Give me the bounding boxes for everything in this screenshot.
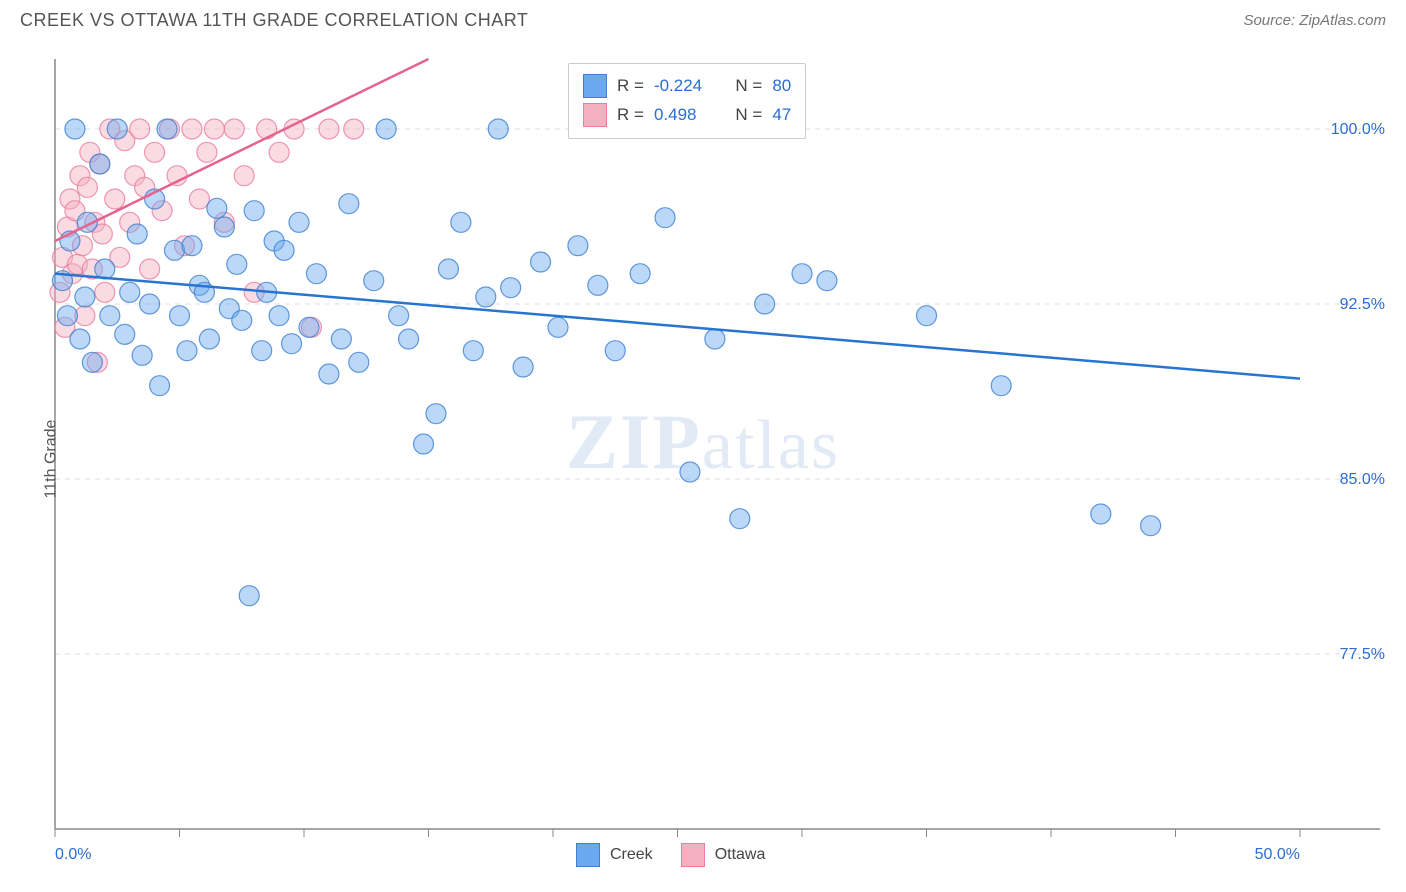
scatter-chart: 77.5% 85.0% 92.5% 100.0% 0.0% 50.0% — [0, 39, 1406, 879]
y-axis-label: 11th Grade — [42, 420, 60, 499]
legend-stats-box: R = -0.224 N = 80 R = 0.498 N = 47 — [568, 63, 806, 139]
legend-swatch — [681, 843, 705, 867]
chart-title: CREEK VS OTTAWA 11TH GRADE CORRELATION C… — [20, 10, 528, 31]
svg-text:0.0%: 0.0% — [55, 846, 91, 863]
legend-series-label: Creek — [610, 846, 653, 864]
chart-header: CREEK VS OTTAWA 11TH GRADE CORRELATION C… — [0, 0, 1406, 39]
legend-r-value: 0.498 — [654, 101, 716, 130]
svg-text:77.5%: 77.5% — [1340, 646, 1385, 663]
chart-container: 11th Grade 77.5% 85.0% 92.5% 100.0% 0.0% 50.0… — [0, 39, 1406, 879]
legend-n-value: 80 — [772, 72, 791, 101]
legend-swatch — [576, 843, 600, 867]
legend-r-value: -0.224 — [654, 72, 716, 101]
legend-stats-row: R = -0.224 N = 80 — [583, 72, 791, 101]
chart-source: Source: ZipAtlas.com — [1243, 12, 1386, 29]
legend-swatch — [583, 103, 607, 127]
svg-text:100.0%: 100.0% — [1331, 121, 1385, 138]
legend-r-label: R = — [617, 101, 644, 130]
legend-n-label: N = — [726, 72, 762, 101]
legend-bottom: Creek Ottawa — [576, 843, 783, 867]
legend-series-label: Ottawa — [715, 846, 766, 864]
svg-text:92.5%: 92.5% — [1340, 296, 1385, 313]
legend-n-label: N = — [726, 101, 762, 130]
svg-text:85.0%: 85.0% — [1340, 471, 1385, 488]
legend-n-value: 47 — [772, 101, 791, 130]
svg-text:50.0%: 50.0% — [1255, 846, 1300, 863]
legend-swatch — [583, 74, 607, 98]
legend-r-label: R = — [617, 72, 644, 101]
legend-stats-row: R = 0.498 N = 47 — [583, 101, 791, 130]
